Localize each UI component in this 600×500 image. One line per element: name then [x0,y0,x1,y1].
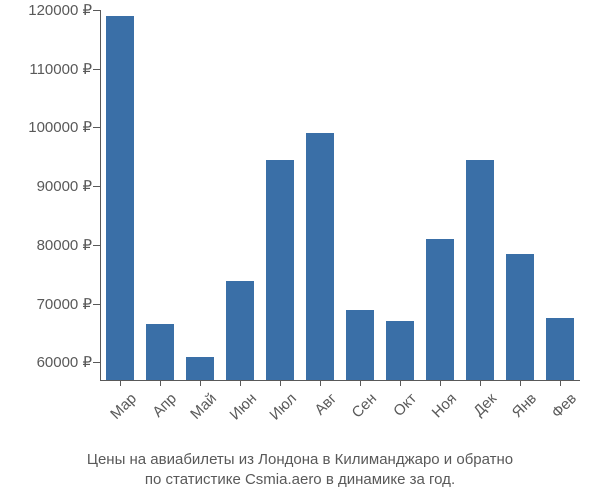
y-axis: 60000 ₽ 70000 ₽ 80000 ₽ 90000 ₽ 100000 ₽ 1100… [0,10,100,380]
price-chart: 60000 ₽ 70000 ₽ 80000 ₽ 90000 ₽ 100000 ₽ 1100… [0,0,600,500]
y-tick-label: 80000 ₽ [37,236,92,254]
x-tick-mark [520,380,521,386]
caption-line-1: Цены на авиабилеты из Лондона в Килиманд… [87,451,513,468]
x-tick-label: Май [183,390,220,427]
y-tick-label: 90000 ₽ [37,177,92,195]
y-tick-mark [93,69,100,70]
x-tick-mark [280,380,281,386]
bar [186,357,214,380]
x-tick-mark [560,380,561,386]
bar [386,321,414,380]
x-tick-mark [440,380,441,386]
y-tick-mark [93,362,100,363]
bar [546,318,574,380]
y-tick-mark [93,186,100,187]
x-tick-mark [320,380,321,386]
y-tick-label: 60000 ₽ [37,353,92,371]
x-tick-label: Дек [463,390,500,427]
x-tick-label: Фев [543,390,580,427]
bar [106,16,134,380]
x-tick-mark [360,380,361,386]
chart-caption: Цены на авиабилеты из Лондона в Килиманд… [0,450,600,491]
bar [306,133,334,380]
y-tick-label: 120000 ₽ [28,1,92,19]
bar [426,239,454,380]
x-tick-mark [200,380,201,386]
x-tick-label: Мар [103,390,140,427]
y-tick-mark [93,245,100,246]
x-tick-mark [240,380,241,386]
plot-area [100,10,580,380]
y-tick-mark [93,304,100,305]
bar [346,310,374,380]
x-axis: МарАпрМайИюнИюлАвгСенОктНояДекЯнвФев [100,380,580,450]
x-tick-mark [400,380,401,386]
bar [146,324,174,380]
caption-line-2: по статистике Csmia.aero в динамике за г… [145,471,455,488]
y-tick-mark [93,10,100,11]
bar [266,160,294,380]
bar [226,281,254,380]
x-tick-label: Авг [303,390,340,427]
x-tick-label: Июн [223,390,260,427]
x-tick-label: Ноя [423,390,460,427]
y-tick-mark [93,127,100,128]
bar [466,160,494,380]
x-tick-label: Окт [383,390,420,427]
bar [506,254,534,380]
x-tick-label: Янв [503,390,540,427]
y-tick-label: 70000 ₽ [37,295,92,313]
x-tick-mark [160,380,161,386]
y-tick-label: 110000 ₽ [29,60,92,78]
x-tick-mark [120,380,121,386]
x-tick-label: Июл [263,390,300,427]
x-tick-label: Сен [343,390,380,427]
x-tick-mark [480,380,481,386]
x-tick-label: Апр [143,390,180,427]
y-tick-label: 100000 ₽ [28,118,92,136]
